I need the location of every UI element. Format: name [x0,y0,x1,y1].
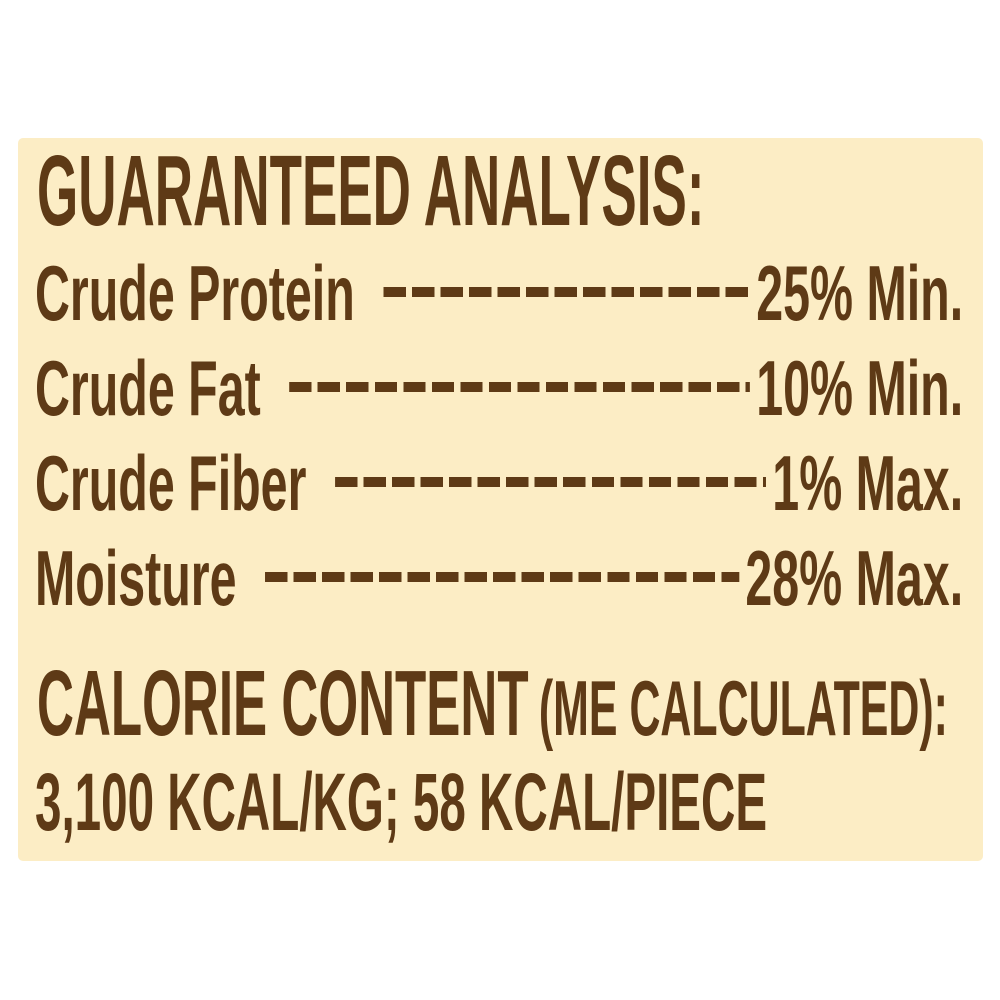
dash-leader [334,477,767,487]
analysis-row: Crude Fiber 1% Max. [35,444,963,522]
nutrient-name: Crude Fat [35,344,261,432]
dash-leader [383,287,751,297]
calorie-heading-note: (ME CALCULATED): [538,664,948,752]
nutrient-value: 28% Max. [745,534,964,622]
calorie-values: 3,100 KCAL/KG; 58 KCAL/PIECE [35,757,768,848]
dash-leader [289,382,751,392]
analysis-row: Crude Protein 25% Min. [35,254,963,332]
analysis-row: Crude Fat 10% Min. [35,349,963,427]
nutrient-name: Moisture [35,534,237,622]
nutrient-value: 1% Max. [772,439,964,527]
nutrient-name: Crude Protein [35,249,355,337]
nutrient-name: Crude Fiber [35,439,307,527]
analysis-row: Moisture 28% Max. [35,539,963,617]
calorie-content-heading: CALORIE CONTENT (ME CALCULATED): [37,657,948,750]
nutrient-value: 10% Min. [756,344,964,432]
nutrient-value: 25% Min. [756,249,964,337]
guaranteed-analysis-title: GUARANTEED ANALYSIS: [37,138,705,247]
calorie-heading-main: CALORIE CONTENT [37,651,529,755]
dash-leader [265,572,740,582]
guaranteed-analysis-label: GUARANTEED ANALYSIS: Crude Protein 25% M… [18,138,983,861]
